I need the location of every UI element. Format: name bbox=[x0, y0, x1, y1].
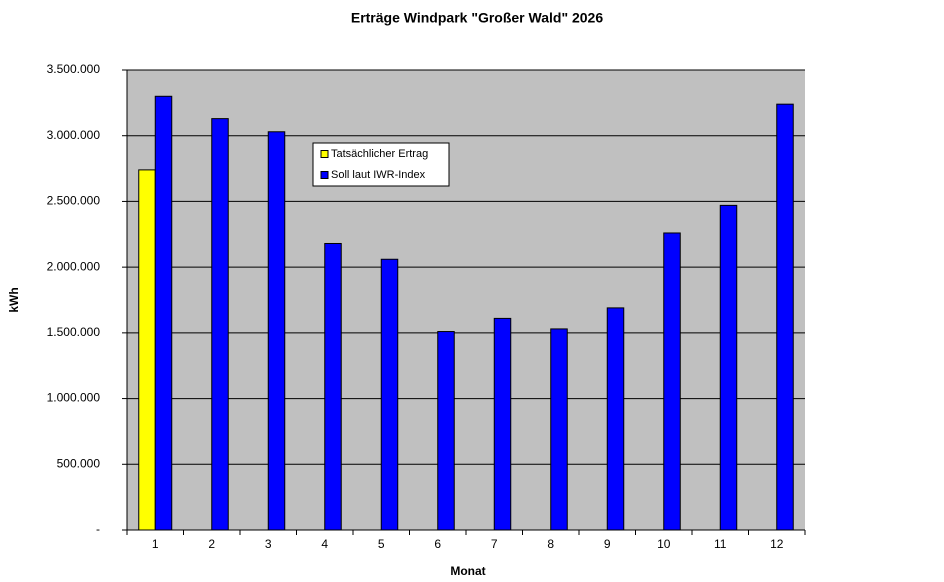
x-tick-label: 12 bbox=[770, 537, 784, 551]
legend-label: Tatsächlicher Ertrag bbox=[331, 148, 428, 160]
y-tick-label: 500.000 bbox=[57, 456, 101, 470]
y-tick-label: 1.500.000 bbox=[47, 325, 101, 339]
x-tick-label: 2 bbox=[208, 537, 215, 551]
legend-label: Soll laut IWR-Index bbox=[331, 169, 426, 181]
y-tick-label: 2.000.000 bbox=[47, 259, 101, 273]
bar bbox=[380, 258, 399, 531]
x-tick-label: 9 bbox=[604, 537, 611, 551]
x-tick-label: 11 bbox=[714, 537, 727, 551]
bar bbox=[550, 328, 568, 531]
y-tick-label: 1.000.000 bbox=[47, 391, 101, 405]
legend: Tatsächlicher Ertrag Soll laut IWR-Index bbox=[312, 142, 450, 187]
bar bbox=[138, 169, 156, 531]
plot-area bbox=[127, 70, 805, 530]
bar bbox=[663, 232, 681, 531]
y-tick-label: 2.500.000 bbox=[47, 194, 101, 208]
bar bbox=[776, 103, 794, 531]
y-axis-label: kWh bbox=[7, 287, 21, 312]
bar bbox=[493, 317, 512, 531]
x-tick-label: 6 bbox=[434, 537, 441, 551]
chart-title: Erträge Windpark "Großer Wald" 2026 bbox=[351, 10, 603, 26]
bar bbox=[154, 95, 173, 531]
x-tick-label: 3 bbox=[265, 537, 272, 551]
x-tick-label: 10 bbox=[657, 537, 671, 551]
x-tick-label: 8 bbox=[547, 537, 554, 551]
legend-swatch bbox=[320, 150, 329, 158]
bar bbox=[437, 331, 455, 531]
y-tick-label: - bbox=[96, 522, 100, 536]
y-tick-label: 3.000.000 bbox=[47, 128, 101, 142]
x-tick-label: 5 bbox=[378, 537, 385, 551]
bar bbox=[719, 204, 738, 531]
x-tick-label: 1 bbox=[152, 537, 159, 551]
bar bbox=[324, 242, 342, 531]
bar bbox=[211, 118, 229, 531]
x-axis-label: Monat bbox=[450, 564, 485, 578]
bar bbox=[606, 307, 625, 531]
x-tick-label: 4 bbox=[321, 537, 328, 551]
bar bbox=[267, 131, 286, 531]
legend-box bbox=[312, 142, 450, 187]
y-tick-label: 3.500.000 bbox=[47, 62, 101, 76]
x-tick-label: 7 bbox=[491, 537, 498, 551]
legend-swatch bbox=[320, 171, 329, 179]
